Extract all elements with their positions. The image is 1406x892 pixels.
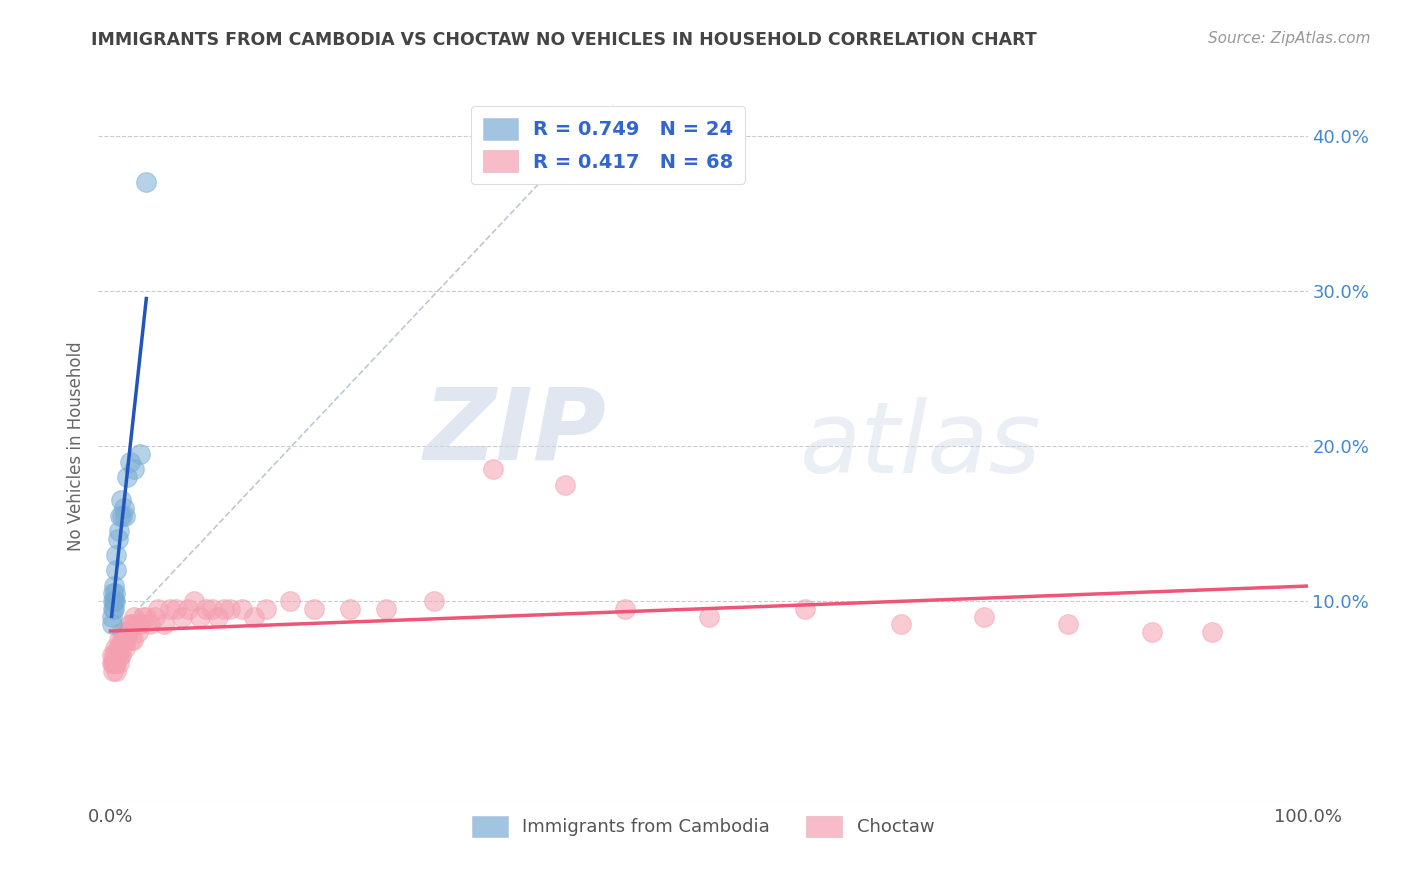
- Point: [103, 648, 125, 663]
- Point: [212, 602, 235, 616]
- Point: [1201, 625, 1223, 640]
- Legend: Immigrants from Cambodia, Choctaw: Immigrants from Cambodia, Choctaw: [464, 808, 942, 844]
- Point: [148, 602, 170, 616]
- Point: [105, 548, 128, 562]
- Point: [111, 508, 134, 523]
- Point: [105, 563, 128, 577]
- Point: [118, 454, 141, 468]
- Point: [114, 508, 136, 523]
- Point: [103, 602, 125, 616]
- Point: [1057, 617, 1080, 632]
- Point: [103, 594, 125, 608]
- Point: [302, 602, 325, 616]
- Point: [100, 617, 122, 632]
- Point: [153, 617, 176, 632]
- Point: [101, 656, 124, 670]
- Point: [107, 632, 129, 647]
- Point: [973, 609, 995, 624]
- Point: [129, 617, 152, 632]
- Point: [177, 602, 200, 616]
- Point: [110, 493, 132, 508]
- Point: [159, 602, 181, 616]
- Point: [100, 656, 122, 670]
- Point: [183, 594, 205, 608]
- Point: [104, 640, 127, 655]
- Point: [114, 640, 136, 655]
- Point: [219, 602, 242, 616]
- Point: [124, 609, 146, 624]
- Point: [374, 602, 396, 616]
- Text: Source: ZipAtlas.com: Source: ZipAtlas.com: [1208, 31, 1371, 46]
- Point: [107, 648, 129, 663]
- Point: [117, 625, 139, 640]
- Point: [104, 594, 127, 608]
- Point: [129, 447, 152, 461]
- Y-axis label: No Vehicles in Household: No Vehicles in Household: [66, 341, 84, 551]
- Point: [111, 632, 134, 647]
- Point: [121, 617, 143, 632]
- Point: [172, 609, 194, 624]
- Point: [422, 594, 444, 608]
- Point: [105, 656, 128, 670]
- Point: [104, 656, 127, 670]
- Point: [108, 648, 131, 663]
- Point: [101, 602, 124, 616]
- Point: [115, 470, 138, 484]
- Text: atlas: atlas: [800, 398, 1042, 494]
- Point: [108, 508, 131, 523]
- Point: [107, 640, 129, 655]
- Point: [122, 632, 145, 647]
- Point: [339, 602, 361, 616]
- Point: [135, 175, 157, 189]
- Point: [112, 501, 135, 516]
- Point: [118, 617, 141, 632]
- Point: [103, 579, 125, 593]
- Point: [697, 609, 720, 624]
- Point: [101, 586, 124, 600]
- Point: [195, 602, 218, 616]
- Point: [115, 625, 138, 640]
- Point: [143, 609, 166, 624]
- Point: [120, 632, 142, 647]
- Point: [207, 609, 229, 624]
- Point: [793, 602, 815, 616]
- Point: [132, 609, 155, 624]
- Point: [111, 625, 134, 640]
- Text: ZIP: ZIP: [423, 384, 606, 480]
- Point: [889, 617, 911, 632]
- Point: [125, 617, 148, 632]
- Point: [1140, 625, 1163, 640]
- Point: [101, 664, 124, 678]
- Text: IMMIGRANTS FROM CAMBODIA VS CHOCTAW NO VEHICLES IN HOUSEHOLD CORRELATION CHART: IMMIGRANTS FROM CAMBODIA VS CHOCTAW NO V…: [91, 31, 1038, 49]
- Point: [165, 602, 187, 616]
- Point: [104, 586, 127, 600]
- Point: [107, 524, 129, 539]
- Point: [554, 477, 576, 491]
- Point: [107, 656, 129, 670]
- Point: [201, 602, 224, 616]
- Point: [243, 609, 266, 624]
- Point: [254, 602, 277, 616]
- Point: [103, 656, 125, 670]
- Point: [107, 532, 129, 546]
- Point: [105, 664, 128, 678]
- Point: [124, 462, 146, 476]
- Point: [112, 632, 135, 647]
- Point: [115, 632, 138, 647]
- Point: [127, 625, 149, 640]
- Point: [614, 602, 637, 616]
- Point: [278, 594, 301, 608]
- Point: [114, 625, 136, 640]
- Point: [139, 617, 162, 632]
- Point: [108, 640, 131, 655]
- Point: [101, 594, 124, 608]
- Point: [231, 602, 253, 616]
- Point: [188, 609, 211, 624]
- Point: [100, 648, 122, 663]
- Point: [482, 462, 505, 476]
- Point: [100, 609, 122, 624]
- Point: [110, 648, 132, 663]
- Point: [135, 609, 157, 624]
